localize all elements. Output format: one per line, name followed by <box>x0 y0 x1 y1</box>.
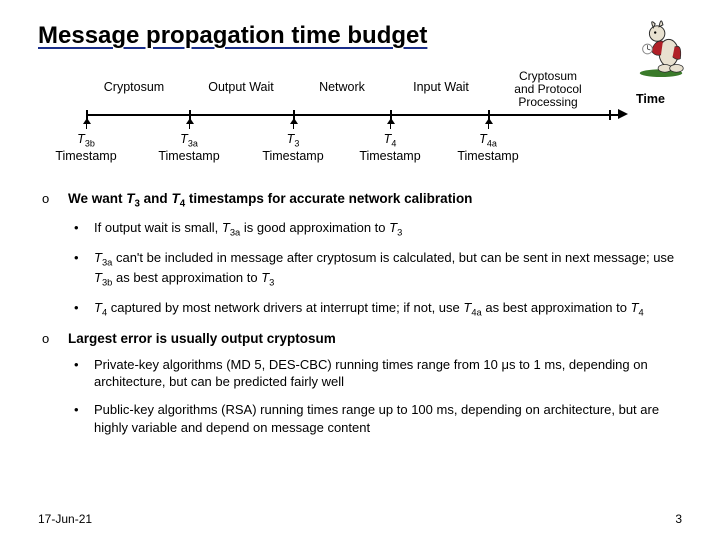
segment-label: Output Wait <box>189 80 293 94</box>
rabbit-illustration <box>632 20 690 78</box>
bullet-item: Largest error is usually output cryptosu… <box>38 330 682 436</box>
segment-label: Cryptosum and Protocol Processing <box>493 70 603 110</box>
sub-bullet-item: Private-key algorithms (MD 5, DES-CBC) r… <box>68 356 682 391</box>
timeline-diagram: CryptosumOutput WaitNetworkInput WaitCry… <box>46 78 674 170</box>
timestamp-label: T3bTimestamp <box>46 132 126 163</box>
segment-label: Input Wait <box>396 80 486 94</box>
timeline-tick <box>609 110 611 120</box>
sub-bullet-item: T4 captured by most network drivers at i… <box>68 299 682 319</box>
sub-bullet-list: If output wait is small, T3a is good app… <box>68 219 682 320</box>
timeline-bar <box>86 114 620 116</box>
timestamp-arrow <box>86 119 87 129</box>
timestamp-arrow <box>189 119 190 129</box>
timestamp-arrow <box>390 119 391 129</box>
segment-label: Cryptosum <box>79 80 189 94</box>
timestamp-label: T3Timestamp <box>253 132 333 163</box>
content-list: We want T3 and T4 timestamps for accurat… <box>38 190 682 436</box>
time-axis-label: Time <box>636 92 665 106</box>
timestamp-label: T3aTimestamp <box>149 132 229 163</box>
footer-date: 17-Jun-21 <box>38 512 92 526</box>
slide-title: Message propagation time budget <box>38 22 682 50</box>
slide-footer: 17-Jun-21 3 <box>38 512 682 526</box>
timestamp-arrow <box>293 119 294 129</box>
bullet-heading: We want T3 and T4 timestamps for accurat… <box>68 191 472 206</box>
timestamp-label: T4Timestamp <box>350 132 430 163</box>
footer-page-number: 3 <box>675 512 682 526</box>
bullet-item: We want T3 and T4 timestamps for accurat… <box>38 190 682 320</box>
sub-bullet-item: T3a can't be included in message after c… <box>68 249 682 289</box>
segment-label: Network <box>296 80 388 94</box>
timestamp-arrow <box>488 119 489 129</box>
sub-bullet-item: Public-key algorithms (RSA) running time… <box>68 401 682 436</box>
bullet-heading: Largest error is usually output cryptosu… <box>68 331 336 346</box>
sub-bullet-item: If output wait is small, T3a is good app… <box>68 219 682 239</box>
timeline-arrowhead <box>618 109 628 119</box>
timestamp-label: T4aTimestamp <box>448 132 528 163</box>
sub-bullet-list: Private-key algorithms (MD 5, DES-CBC) r… <box>68 356 682 436</box>
